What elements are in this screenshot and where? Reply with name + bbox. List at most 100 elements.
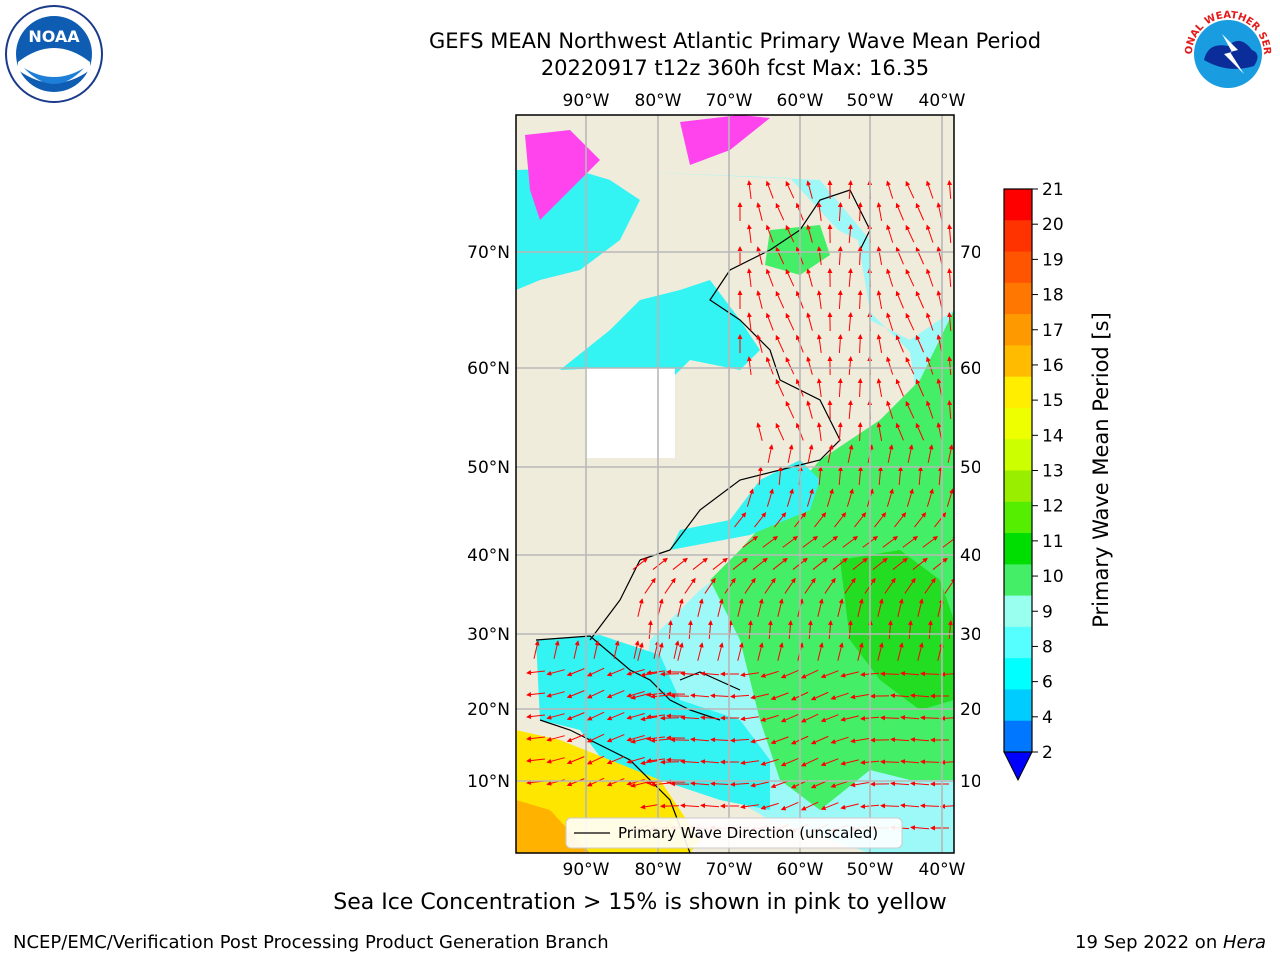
colorbar-tick-label: 15 bbox=[1042, 391, 1064, 411]
wave-direction-arrow bbox=[872, 557, 888, 570]
wave-direction-arrow bbox=[830, 692, 849, 700]
wave-direction-arrow bbox=[780, 669, 799, 679]
wave-direction-arrow bbox=[947, 444, 954, 463]
wave-direction-arrow bbox=[740, 760, 759, 766]
colorbar-segment bbox=[1004, 251, 1032, 284]
lon-label-top: 60°W bbox=[777, 91, 824, 111]
sea-ice-note: Sea Ice Concentration > 15% is shown in … bbox=[333, 890, 947, 915]
wave-direction-arrow bbox=[857, 422, 863, 442]
wave-direction-arrow bbox=[837, 334, 843, 354]
wave-direction-arrow bbox=[937, 466, 943, 486]
wave-direction-arrow bbox=[817, 466, 823, 486]
wave-direction-arrow bbox=[902, 536, 919, 548]
wave-direction-arrow bbox=[767, 620, 773, 640]
wave-direction-arrow bbox=[922, 536, 939, 548]
wave-direction-arrow bbox=[742, 536, 759, 548]
wave-direction-arrow bbox=[566, 690, 585, 699]
wave-direction-arrow bbox=[886, 488, 894, 507]
wave-direction-arrow bbox=[817, 642, 824, 661]
wave-direction-arrow bbox=[887, 444, 894, 463]
wave-direction-arrow bbox=[526, 714, 546, 720]
wave-direction-arrow bbox=[737, 642, 744, 661]
colorbar-segment bbox=[1004, 626, 1032, 659]
lat-label-right: 20°N bbox=[960, 700, 980, 720]
wave-direction-arrow bbox=[832, 557, 848, 570]
wave-direction-arrow bbox=[586, 777, 605, 787]
wave-direction-arrow bbox=[526, 692, 546, 698]
wave-direction-arrow bbox=[857, 466, 863, 486]
wave-direction-arrow bbox=[907, 444, 914, 463]
wave-direction-arrow bbox=[630, 693, 649, 700]
wave-direction-arrow bbox=[626, 757, 645, 764]
wave-direction-arrow bbox=[780, 713, 799, 723]
wave-direction-arrow bbox=[812, 557, 828, 570]
wave-direction-arrow bbox=[927, 444, 934, 463]
wave-direction-arrow bbox=[750, 737, 769, 744]
wave-direction-arrow bbox=[820, 670, 839, 679]
graticule bbox=[516, 115, 954, 853]
lon-label-bottom: 70°W bbox=[706, 860, 753, 880]
wave-direction-arrow bbox=[837, 598, 844, 617]
wave-direction-arrow bbox=[756, 246, 763, 265]
wave-direction-arrow bbox=[850, 738, 869, 744]
wave-direction-arrow bbox=[526, 736, 546, 742]
wave-direction-arrow bbox=[787, 444, 794, 463]
wave-direction-arrow bbox=[644, 577, 656, 594]
wave-direction-arrow bbox=[586, 755, 605, 765]
colorbar-tick-label: 10 bbox=[1042, 567, 1064, 587]
colorbar-segment bbox=[1004, 439, 1032, 471]
wave-direction-arrow bbox=[765, 180, 774, 199]
wave-direction-arrow bbox=[886, 356, 894, 375]
wave-direction-arrow bbox=[810, 735, 829, 745]
wave-direction-arrow bbox=[650, 693, 670, 699]
wave-direction-arrow bbox=[746, 224, 752, 243]
wave-direction-arrow bbox=[837, 422, 843, 442]
wave-direction-arrow bbox=[940, 803, 954, 809]
wave-direction-arrow bbox=[593, 640, 600, 659]
wave-direction-arrow bbox=[932, 557, 948, 570]
wave-direction-arrow bbox=[816, 422, 822, 441]
lat-label-left: 50°N bbox=[467, 458, 510, 478]
wave-direction-arrow bbox=[854, 512, 867, 528]
lon-label-top: 40°W bbox=[919, 91, 966, 111]
wave-direction-arrow bbox=[526, 758, 546, 764]
wave-direction-arrow bbox=[700, 803, 720, 809]
wave-direction-arrow bbox=[910, 693, 930, 699]
colorbar-tick-label: 20 bbox=[1042, 215, 1064, 235]
wave-direction-arrow bbox=[837, 466, 843, 486]
wave-direction-arrow bbox=[566, 712, 585, 721]
lat-label-right: 10°N bbox=[960, 772, 980, 792]
wave-direction-arrow bbox=[770, 692, 789, 701]
lat-label-left: 10°N bbox=[467, 772, 510, 792]
wave-direction-arrow bbox=[546, 691, 565, 698]
wave-direction-arrow bbox=[806, 224, 813, 243]
wave-direction-arrow bbox=[910, 781, 930, 787]
wave-direction-arrow bbox=[784, 577, 796, 594]
wave-direction-arrow bbox=[756, 334, 763, 353]
wave-direction-arrow bbox=[877, 598, 884, 617]
wave-direction-arrow bbox=[606, 756, 625, 765]
wave-direction-arrow bbox=[847, 268, 853, 288]
wave-direction-arrow bbox=[586, 667, 605, 677]
lon-label-bottom: 90°W bbox=[563, 860, 610, 880]
wave-direction-arrow bbox=[762, 536, 779, 548]
wave-direction-arrow bbox=[826, 488, 834, 507]
wave-direction-arrow bbox=[850, 694, 869, 700]
wave-direction-arrow bbox=[890, 737, 910, 743]
wave-direction-arrow bbox=[717, 598, 724, 617]
wave-direction-arrow bbox=[924, 577, 936, 594]
wave-direction-arrow bbox=[806, 488, 814, 507]
footer-credit: NCEP/EMC/Verification Post Processing Pr… bbox=[13, 932, 609, 953]
lon-label-top: 80°W bbox=[635, 91, 682, 111]
wave-direction-arrow bbox=[673, 640, 680, 659]
sea-ice-pink-2 bbox=[680, 115, 770, 165]
lat-label-right: 30°N bbox=[960, 625, 980, 645]
wave-direction-arrow bbox=[897, 466, 903, 486]
wave-direction-arrow bbox=[764, 577, 776, 594]
wave-direction-arrow bbox=[646, 692, 665, 698]
wave-direction-arrow bbox=[730, 737, 750, 743]
wave-direction-arrow bbox=[690, 693, 710, 699]
wave-direction-arrow bbox=[710, 737, 730, 743]
colorbar-tick-label: 14 bbox=[1042, 426, 1064, 446]
wave-direction-arrow bbox=[905, 356, 915, 375]
